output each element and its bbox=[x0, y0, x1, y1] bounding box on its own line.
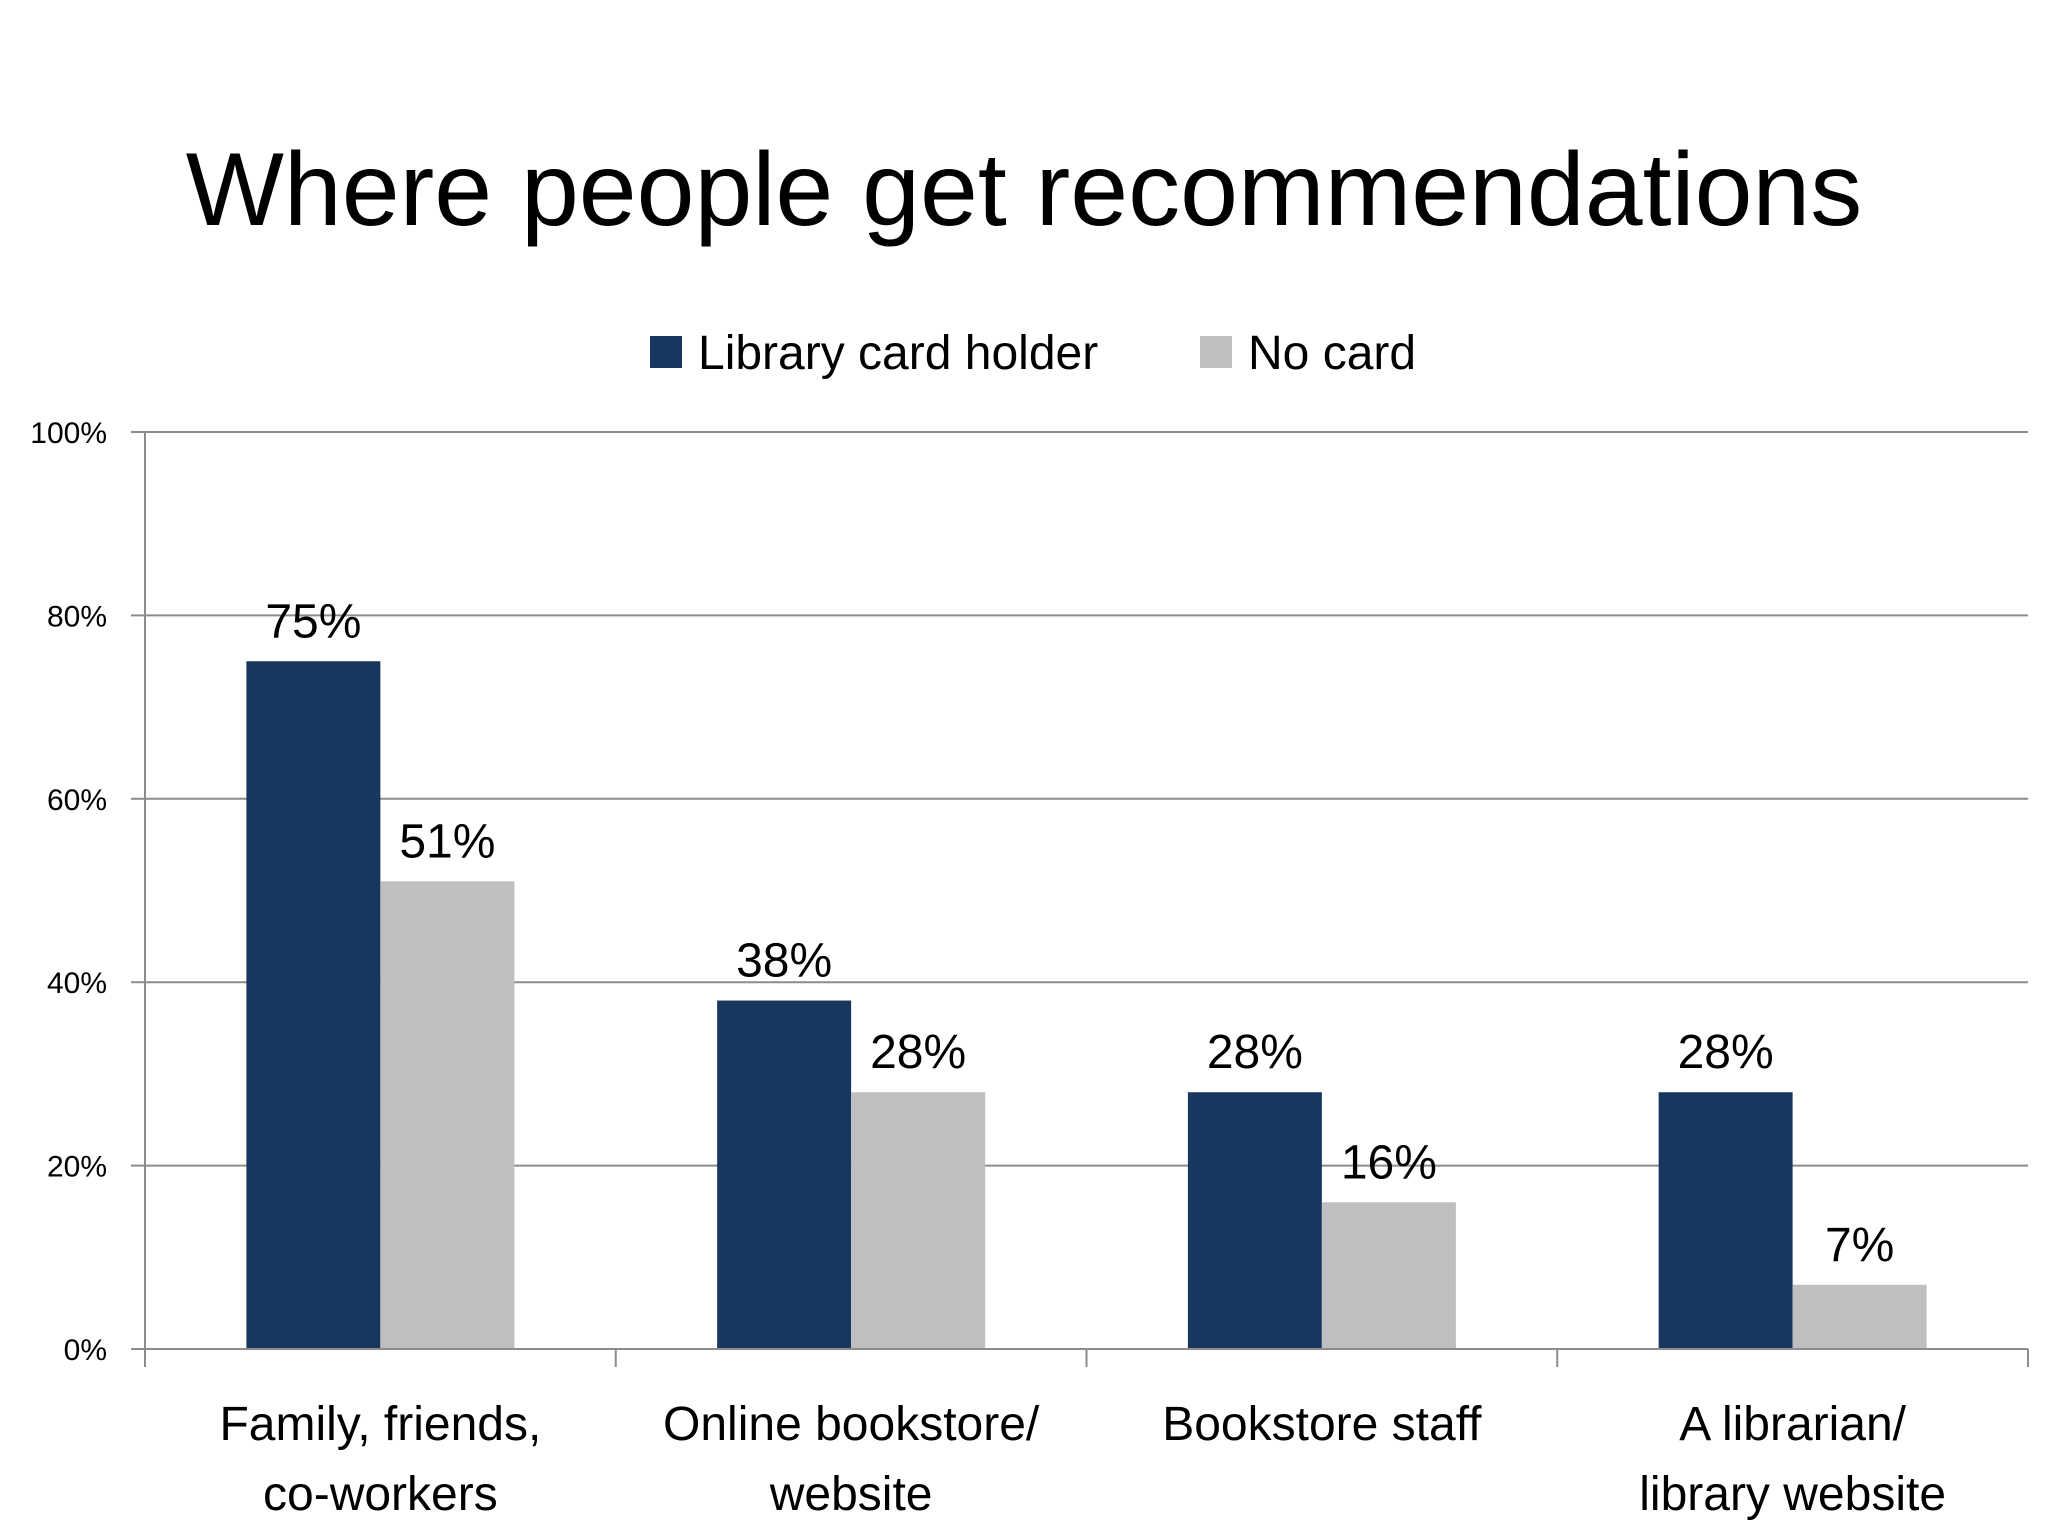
bar-no-card bbox=[1321, 1202, 1456, 1349]
data-label: 16% bbox=[1341, 1136, 1437, 1189]
legend-library-card-holder-label: Library card holder bbox=[698, 327, 1098, 380]
y-tick-label: 40% bbox=[47, 967, 107, 1000]
data-label: 51% bbox=[399, 815, 495, 868]
x-category-label: library website bbox=[1639, 1468, 1946, 1521]
data-label: 28% bbox=[1678, 1026, 1774, 1079]
data-label: 28% bbox=[1207, 1026, 1303, 1079]
y-tick-label: 80% bbox=[47, 600, 107, 633]
data-label: 7% bbox=[1825, 1219, 1894, 1272]
y-tick-label: 0% bbox=[64, 1334, 107, 1367]
legend-no-card-swatch bbox=[1200, 336, 1232, 368]
x-category-label: Family, friends, bbox=[219, 1398, 541, 1451]
bar-no-card bbox=[1792, 1284, 1927, 1349]
bar-no-card bbox=[851, 1092, 986, 1349]
chart-title: Where people get recommendations bbox=[185, 132, 1863, 248]
x-category-label: A librarian/ bbox=[1679, 1398, 1906, 1451]
legend-library-card-holder-swatch bbox=[650, 336, 682, 368]
y-tick-label: 60% bbox=[47, 784, 107, 817]
bar-library-card-holder bbox=[717, 1000, 852, 1349]
bar-library-card-holder bbox=[1658, 1092, 1793, 1349]
data-label: 75% bbox=[265, 595, 361, 648]
bar-no-card bbox=[380, 881, 515, 1349]
x-category-label: Online bookstore/ bbox=[663, 1398, 1040, 1451]
x-category-label: website bbox=[769, 1468, 933, 1521]
data-label: 38% bbox=[736, 935, 832, 988]
x-category-label: co-workers bbox=[263, 1468, 498, 1521]
legend-no-card-label: No card bbox=[1248, 327, 1416, 380]
y-tick-label: 100% bbox=[30, 417, 107, 450]
x-category-label: Bookstore staff bbox=[1162, 1398, 1482, 1451]
bar-library-card-holder bbox=[246, 661, 381, 1349]
bar-library-card-holder bbox=[1187, 1092, 1322, 1349]
data-label: 28% bbox=[870, 1026, 966, 1079]
y-tick-label: 20% bbox=[47, 1151, 107, 1184]
